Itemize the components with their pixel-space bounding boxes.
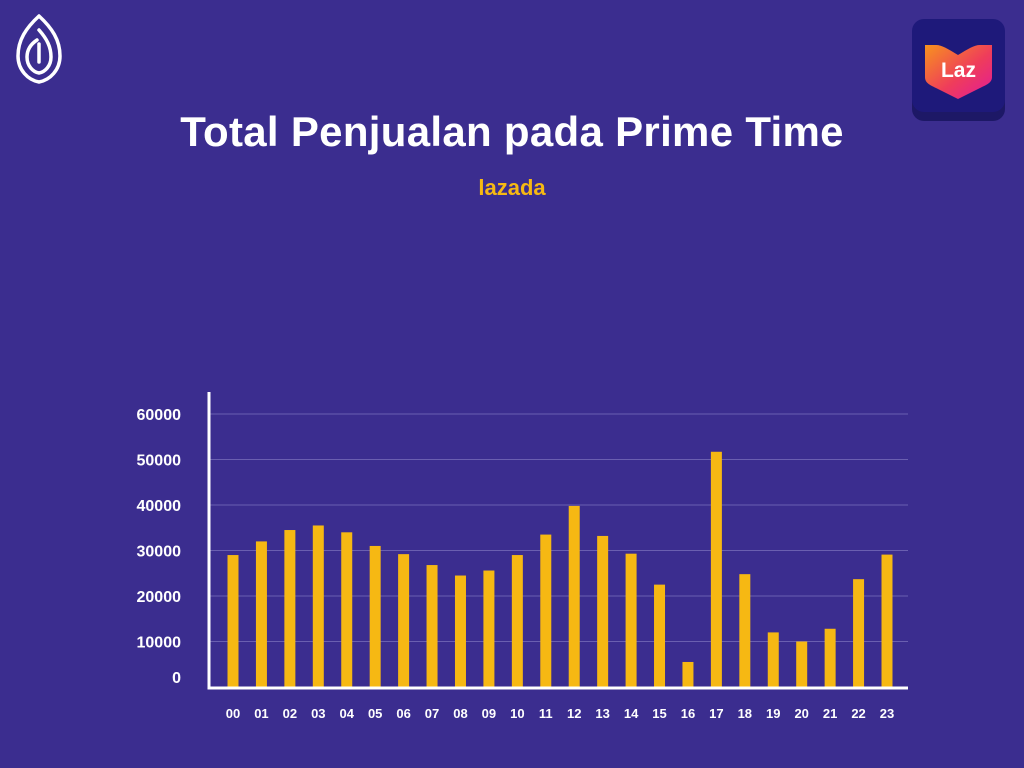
- x-tick-label: 20: [794, 706, 808, 721]
- bar-18: [739, 574, 751, 687]
- bar-09: [483, 570, 495, 687]
- bar-07: [426, 565, 438, 687]
- bar-14: [625, 553, 637, 687]
- x-tick-label: 17: [709, 706, 723, 721]
- y-tick-label: 30000: [137, 544, 182, 561]
- x-tick-label: 04: [340, 706, 355, 721]
- bar-chart: 0 10000 20000 30000 40000 50000 60000 00 01 02 03 0…: [137, 392, 908, 721]
- x-tick-label: 16: [681, 706, 695, 721]
- bar-23: [881, 554, 893, 687]
- leaf-logo-icon: [16, 14, 62, 84]
- x-tick-label: 10: [510, 706, 524, 721]
- x-tick-label: 23: [880, 706, 894, 721]
- bar-04: [341, 532, 353, 687]
- bar-20: [796, 641, 808, 687]
- x-tick-label: 18: [738, 706, 752, 721]
- x-tick-label: 01: [254, 706, 268, 721]
- bar-16: [682, 661, 694, 687]
- lazada-badge-text: Laz: [941, 59, 976, 82]
- x-tick-label: 03: [311, 706, 325, 721]
- bar-03: [312, 525, 324, 687]
- x-tick-label: 02: [283, 706, 297, 721]
- x-tick-label: 11: [539, 706, 553, 721]
- bar-05: [369, 545, 381, 687]
- x-tick-label: 07: [425, 706, 439, 721]
- x-tick-label: 15: [652, 706, 666, 721]
- bar-00: [227, 555, 239, 687]
- x-tick-label: 05: [368, 706, 382, 721]
- bar-21: [824, 628, 836, 687]
- x-tick-label: 12: [567, 706, 581, 721]
- y-tick-label: 40000: [137, 498, 182, 515]
- bar-19: [767, 632, 779, 687]
- x-tick-label: 00: [226, 706, 240, 721]
- x-tick-label: 08: [453, 706, 467, 721]
- x-tick-label: 14: [624, 706, 639, 721]
- x-tick-label: 22: [851, 706, 865, 721]
- bar-12: [568, 505, 580, 687]
- x-tick-label: 19: [766, 706, 780, 721]
- x-tick-label: 09: [482, 706, 496, 721]
- bar-08: [454, 575, 466, 687]
- bar-01: [255, 541, 267, 687]
- x-tick-label: 21: [823, 706, 837, 721]
- x-tick-label: 06: [396, 706, 410, 721]
- bar-13: [597, 535, 609, 687]
- lazada-app-badge: Laz: [912, 19, 1005, 121]
- bar-06: [398, 554, 410, 687]
- lazada-heart-icon: [925, 45, 992, 99]
- y-tick-label: 50000: [137, 453, 182, 470]
- y-tick-label: 0: [172, 670, 181, 687]
- bar-22: [853, 579, 865, 687]
- bar-15: [654, 584, 666, 687]
- bar-02: [284, 530, 296, 687]
- y-tick-label: 10000: [137, 635, 182, 652]
- page-title: Total Penjualan pada Prime Time: [180, 108, 844, 155]
- bar-17: [710, 451, 722, 687]
- bar-10: [511, 555, 523, 687]
- y-tick-label: 60000: [137, 407, 182, 424]
- page-subtitle: lazada: [478, 175, 546, 200]
- bar-11: [540, 534, 552, 687]
- y-tick-label: 20000: [137, 589, 182, 606]
- x-tick-label: 13: [595, 706, 609, 721]
